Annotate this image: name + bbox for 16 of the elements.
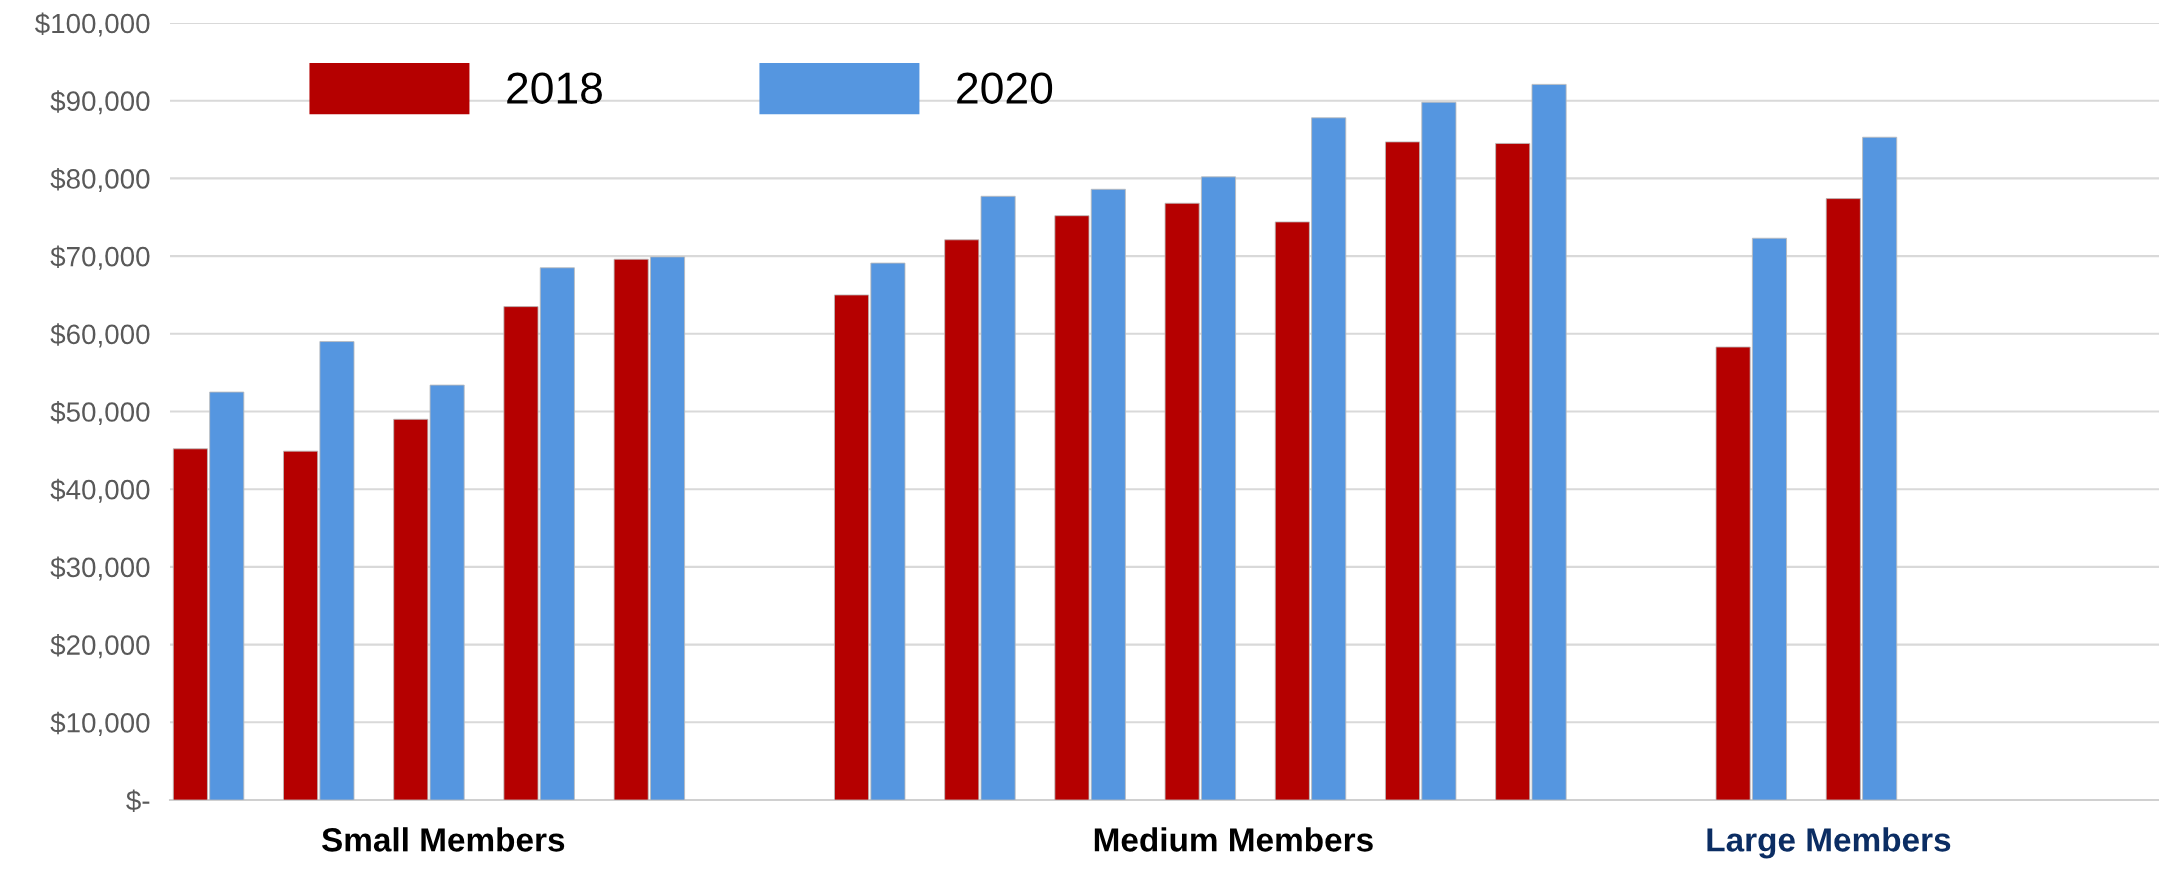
y-tick-label: $30,000 [50,556,150,581]
y-tick-label: $100,000 [35,12,150,37]
text: Large Members [1707,827,1951,859]
y-tick-label: $40,000 [50,478,150,503]
legend-label: 2018 [507,72,602,104]
y-tick-label: $90,000 [50,90,150,115]
y-tick-label: $50,000 [50,401,150,426]
y-tick-label: $70,000 [50,245,150,270]
legend-label: 2020 [957,72,1053,104]
y-tick-label: $60,000 [50,323,150,348]
y-tick-label: $80,000 [50,167,150,193]
y-tick-label: $10,000 [50,711,150,736]
y-tick-label: $- [126,789,150,812]
text: Medium Members [1094,827,1373,852]
text: Small Members [321,827,565,852]
y-tick-label: $20,000 [50,634,150,659]
